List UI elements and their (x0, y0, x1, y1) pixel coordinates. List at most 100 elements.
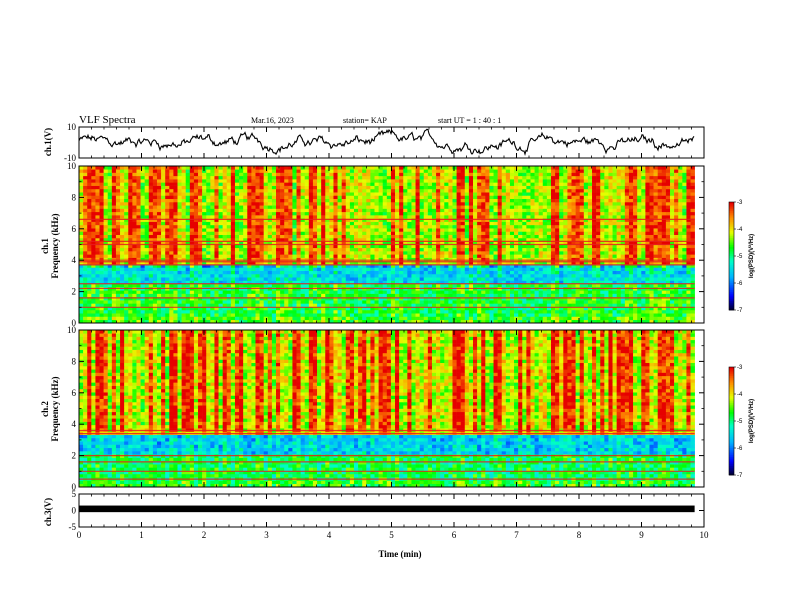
spectro-cell (144, 316, 150, 321)
spectro-cell (202, 306, 207, 311)
spectro-cell (124, 280, 129, 285)
spectro-cell (345, 303, 351, 307)
spectro-cell (247, 267, 252, 271)
spectro-cell (107, 277, 113, 281)
spectro-cell (411, 237, 416, 242)
spectro-cell (337, 228, 342, 232)
spectro-cell (353, 237, 359, 242)
spectro-cell (678, 296, 683, 301)
spectro-cell (120, 254, 125, 258)
spectro-cell (682, 270, 687, 275)
spectro-cell (136, 247, 141, 252)
spectro-cell (419, 283, 425, 288)
spectro-cell (280, 218, 285, 222)
spectro-cell (132, 296, 137, 301)
spectro-cell (148, 237, 154, 242)
spectro-cell (132, 221, 137, 226)
spectro-cell (390, 283, 396, 288)
spectro-cell (608, 313, 613, 317)
spectro-cell (325, 244, 330, 249)
spectro-cell (407, 309, 412, 314)
spectro-cell (423, 231, 429, 235)
spectro-cell (608, 303, 613, 307)
spectro-cell (132, 280, 137, 285)
spectro-cell (284, 254, 289, 258)
spectro-cell (210, 309, 215, 314)
spectro-cell (99, 293, 104, 298)
spectro-cell (296, 254, 301, 258)
spectro-cell (345, 260, 351, 265)
spectro-cell (456, 260, 461, 265)
spectro-cell (444, 300, 449, 304)
spectro-cell (633, 247, 638, 252)
spectro-cell (239, 244, 244, 249)
spectro-cell (509, 257, 515, 262)
spectro-cell (497, 277, 503, 281)
spectro-cell (345, 251, 351, 255)
spectro-cell (583, 280, 589, 285)
spectro-cell (181, 277, 186, 281)
spectro-cell (124, 218, 129, 222)
spectro-cell (608, 296, 613, 301)
spectro-cell (214, 313, 219, 317)
spectro-cell (386, 306, 392, 311)
spectro-cell (661, 306, 667, 311)
spectro-cell (641, 270, 646, 275)
spectro-cell (390, 303, 396, 307)
spectro-cell (448, 306, 453, 311)
spectro-cell (678, 277, 683, 281)
spectro-cell (600, 300, 605, 304)
spectro-cell (395, 257, 400, 262)
spectro-cell (501, 254, 507, 258)
spectro-cell (690, 221, 695, 226)
spectro-cell (436, 234, 441, 239)
spectro-cell (177, 254, 182, 258)
spectro-cell (534, 237, 539, 242)
spectro-cell (542, 273, 548, 278)
spectro-cell (140, 280, 145, 285)
spectro-cell (317, 296, 322, 301)
spectro-cell (522, 231, 527, 235)
spectro-cell (136, 224, 141, 229)
spectro-cell (674, 283, 679, 288)
spectro-cell (649, 316, 654, 321)
spectro-cell (280, 277, 285, 281)
spectro-cell (604, 267, 609, 271)
spectro-cell (612, 244, 617, 249)
spectro-cell (300, 218, 306, 222)
spectro-cell (280, 228, 285, 232)
spectro-cell (148, 303, 154, 307)
spectro-cell (579, 309, 585, 314)
spectro-cell (616, 316, 622, 321)
spectro-cell (674, 251, 679, 255)
spectro-cell (247, 290, 252, 294)
spectro-cell (464, 270, 470, 275)
spectro-cell (251, 254, 256, 258)
spectro-cell (165, 293, 170, 298)
spectro-cell (345, 267, 351, 271)
spectro-cell (637, 273, 642, 278)
spectro-cell (87, 306, 92, 311)
spectro-cell (501, 306, 507, 311)
spectro-cell (444, 234, 449, 239)
spectro-cell (144, 300, 150, 304)
spectro-cell (120, 231, 125, 235)
spectro-cell (514, 228, 519, 232)
spectro-cell (83, 251, 88, 255)
spectro-cell (600, 306, 605, 311)
spectro-cell (120, 241, 125, 245)
spectro-cell (288, 280, 293, 285)
spectro-cell (522, 234, 527, 239)
spectro-cell (103, 313, 109, 317)
spectro-cell (263, 303, 269, 307)
spectro-cell (144, 237, 150, 242)
spectro-cell (91, 254, 96, 258)
spectro-cell (87, 309, 92, 314)
spectro-cell (657, 300, 663, 304)
spectro-cell (653, 264, 658, 268)
spectro-cell (501, 251, 507, 255)
spectro-cell (526, 319, 531, 324)
spectro-cell (148, 231, 154, 235)
spectro-cell (460, 277, 466, 281)
spectro-cell (567, 267, 572, 271)
